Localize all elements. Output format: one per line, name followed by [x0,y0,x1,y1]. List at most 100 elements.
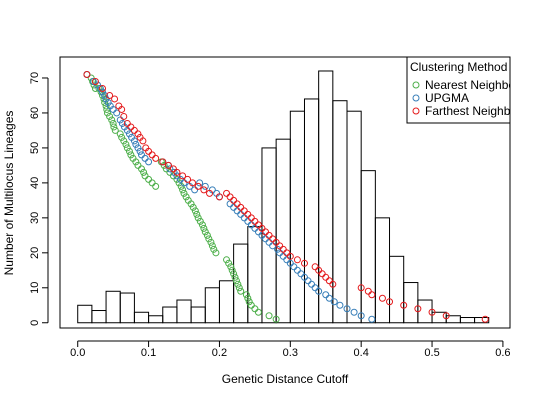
point-upgma [138,151,145,159]
point-farthest-neighbor [215,193,223,201]
histogram-bar [318,70,334,324]
point-nearest-neighbor [254,308,262,316]
point-nearest-neighbor [272,315,280,323]
point-upgma [123,126,131,134]
point-farthest-neighbor [173,168,181,176]
histogram-bar [474,317,490,324]
histogram-bar [218,280,235,324]
histogram-bar [162,306,178,324]
point-farthest-neighbor [106,91,114,99]
point-nearest-neighbor [223,256,231,264]
point-upgma [230,203,238,211]
point-upgma [297,270,305,278]
point-farthest-neighbor [145,147,153,155]
point-farthest-neighbor [293,256,301,264]
x-tick-label: 0.0 [70,347,85,359]
point-farthest-neighbor [279,245,287,253]
point-farthest-neighbor [251,217,259,225]
point-farthest-neighbor [247,214,255,222]
x-axis-title: Genetic Distance Cutoff [222,372,349,386]
point-nearest-neighbor [251,305,259,313]
point-nearest-neighbor [210,245,218,253]
x-tick-label: 0.5 [424,347,439,359]
point-nearest-neighbor [180,189,188,197]
point-farthest-neighbor [442,312,450,320]
point-nearest-neighbor [90,81,98,89]
point-nearest-neighbor [265,312,273,320]
point-nearest-neighbor [132,158,140,166]
point-upgma [368,315,376,323]
point-farthest-neighbor [118,105,126,113]
point-farthest-neighbor [276,242,284,250]
point-farthest-neighbor [223,189,231,197]
point-upgma [102,95,110,103]
point-upgma [176,175,184,183]
point-farthest-neighbor [481,315,489,323]
point-farthest-neighbor [400,301,408,309]
point-upgma [322,291,330,299]
point-farthest-neighbor [230,196,238,204]
point-nearest-neighbor [123,144,131,152]
point-farthest-neighbor [194,182,202,190]
point-farthest-neighbor [428,308,436,316]
point-farthest-neighbor [184,175,192,183]
histogram-bar [176,299,192,324]
histogram-bar [190,306,206,324]
legend-label-upgma: UPGMA [425,91,469,105]
point-farthest-neighbor [240,207,248,215]
point-farthest-neighbor [169,165,177,173]
point-nearest-neighbor [110,123,118,131]
point-upgma [109,105,117,113]
point-farthest-neighbor [134,130,142,138]
histogram-bar [77,304,93,324]
plot-layer [77,70,490,324]
point-upgma [269,242,277,250]
point-nearest-neighbor [235,284,243,292]
point-farthest-neighbor [233,200,241,208]
point-farthest-neighbor [269,235,277,243]
point-upgma [279,252,287,260]
histogram-bar [360,170,376,324]
point-farthest-neighbor [315,266,323,274]
histogram-bar [346,110,362,324]
point-nearest-neighbor [100,95,108,103]
point-upgma [99,88,107,96]
point-upgma [254,228,262,236]
point-upgma [258,231,266,239]
point-nearest-neighbor [245,298,253,306]
point-nearest-neighbor [242,291,250,299]
point-farthest-neighbor [311,263,319,271]
point-farthest-neighbor [414,305,422,313]
point-farthest-neighbor [244,210,252,218]
point-farthest-neighbor [179,172,187,180]
point-nearest-neighbor [182,193,190,201]
point-upgma [118,119,126,127]
point-upgma [265,238,273,246]
point-upgma [315,287,323,295]
point-farthest-neighbor [386,298,394,306]
point-farthest-neighbor [127,123,135,131]
histogram-bar [289,110,305,324]
point-nearest-neighbor [200,224,208,232]
y-axis: 0 10 20 30 40 50 60 70 [29,72,49,326]
point-upgma [96,84,104,92]
point-nearest-neighbor [99,91,107,99]
histogram-bar [261,147,277,324]
point-nearest-neighbor [232,277,240,285]
point-nearest-neighbor [141,172,149,180]
point-farthest-neighbor [120,112,128,120]
histogram-bar [389,255,405,324]
point-upgma [101,91,109,99]
histogram-bar [275,138,291,324]
y-tick-label: 60 [29,107,41,119]
plot-frame [59,56,511,329]
x-tick-label: 0.4 [354,347,369,359]
point-upgma [350,308,358,316]
point-farthest-neighbor [286,252,294,260]
point-nearest-neighbor [148,179,156,187]
histogram-bar [374,217,391,324]
point-farthest-neighbor [206,189,214,197]
point-upgma [113,109,121,117]
point-upgma [134,144,142,152]
